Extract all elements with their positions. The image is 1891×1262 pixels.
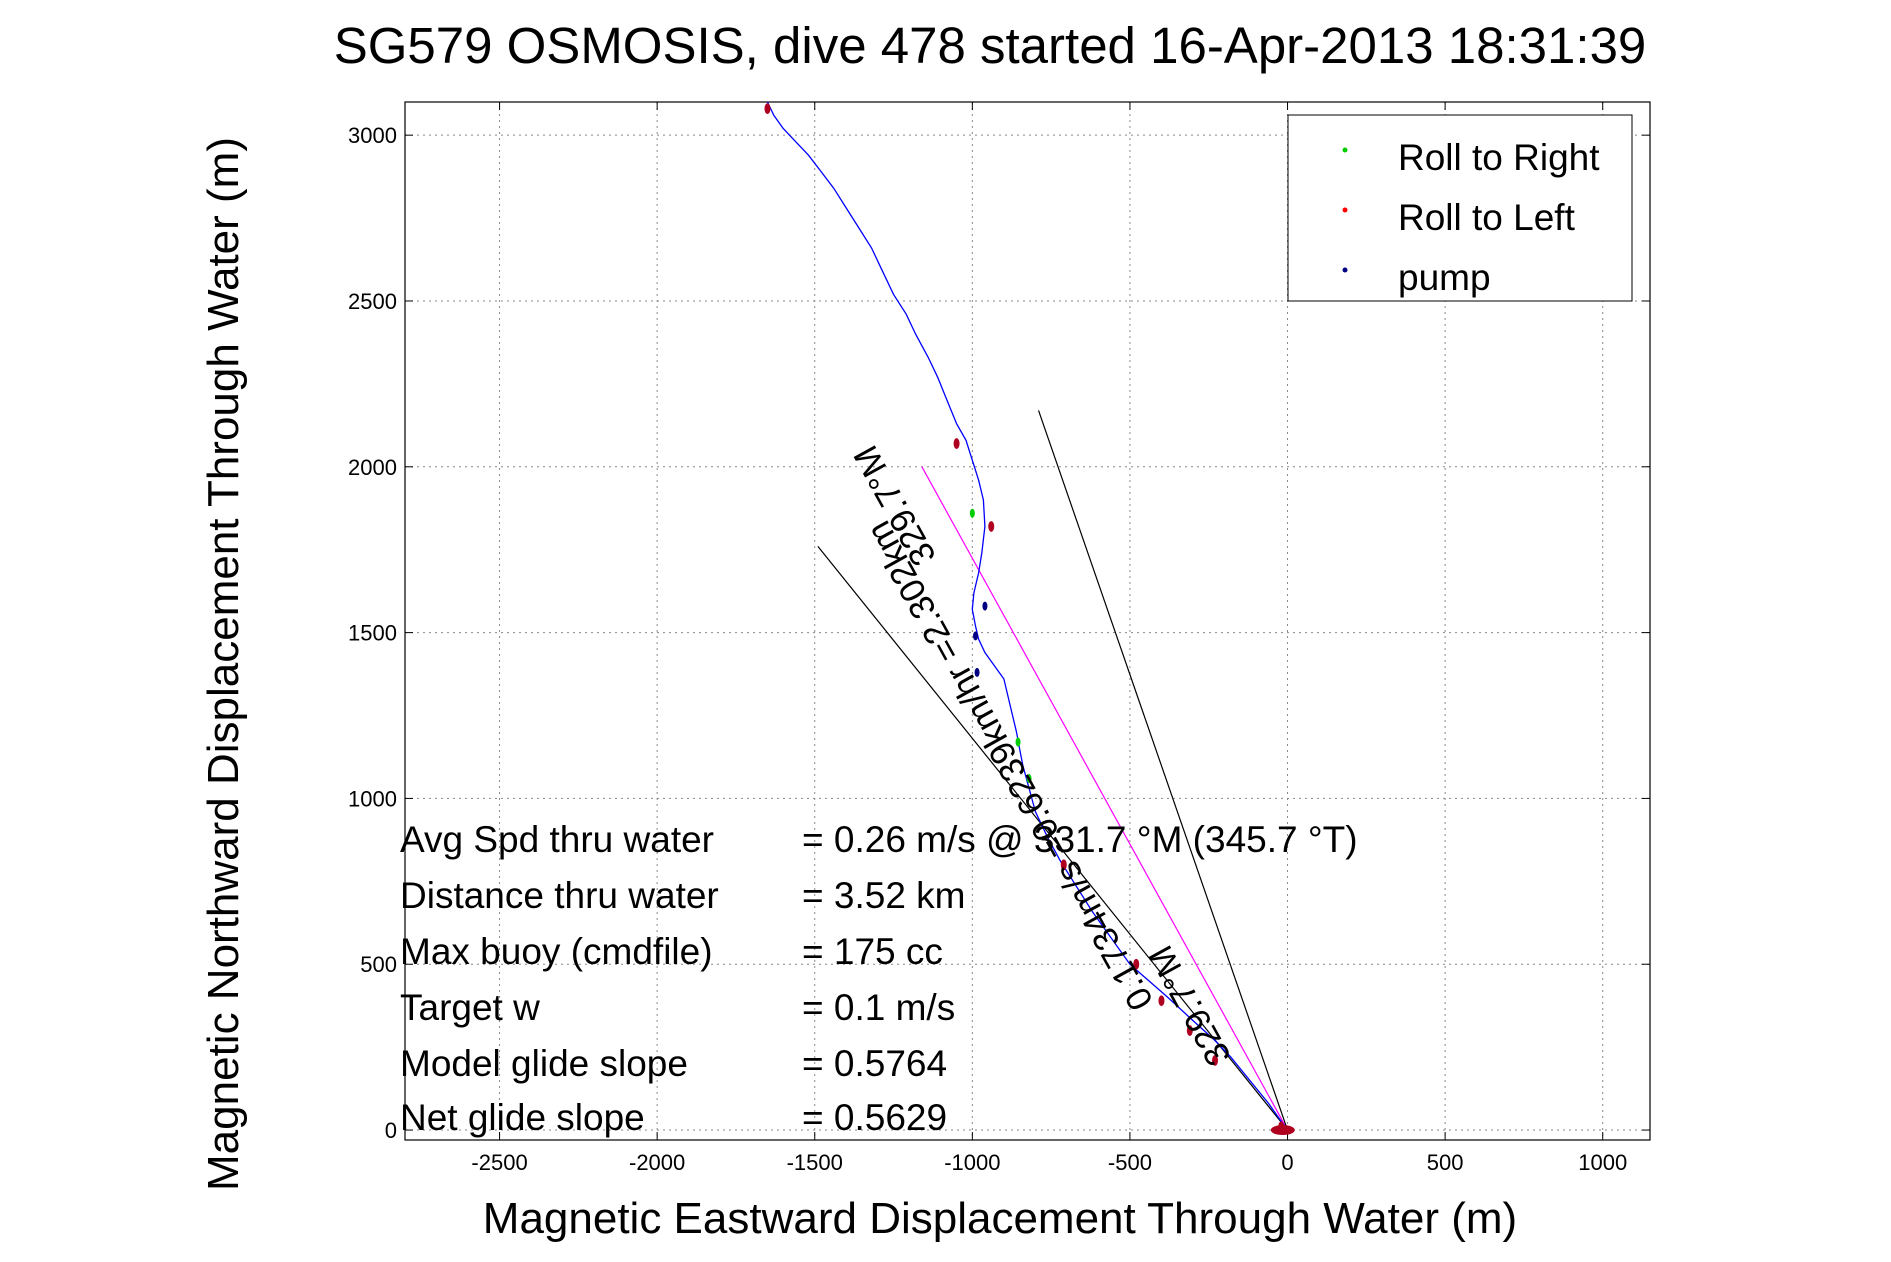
stat-label-max-buoy: Max buoy (cmdfile) — [400, 931, 713, 972]
y-axis-label: Magnetic Northward Displacement Through … — [199, 137, 248, 1191]
roll-left-mark — [988, 521, 995, 532]
x-tick-label: 0 — [1281, 1150, 1293, 1175]
y-tick-label: 2000 — [348, 455, 397, 480]
roll-left-mark — [1158, 995, 1165, 1007]
stat-label-avg-speed: Avg Spd thru water — [400, 819, 714, 860]
pump-mark — [974, 667, 980, 677]
x-tick-label: -1000 — [944, 1150, 1000, 1175]
stat-label-target-w: Target w — [400, 987, 540, 1028]
x-tick-label: -2000 — [629, 1150, 685, 1175]
direction-lines — [817, 410, 1289, 1131]
direction-line-cone-right — [1037, 410, 1289, 1131]
legend: Roll to Right Roll to Left pump — [1287, 114, 1633, 302]
legend-label-pump: pump — [1398, 257, 1491, 298]
legend-marker-roll-left — [1342, 207, 1348, 213]
pump-mark — [982, 601, 988, 611]
stat-value-max-buoy: = 175 cc — [802, 931, 943, 972]
stat-value-model-glide: = 0.5764 — [802, 1043, 947, 1084]
y-tick-label: 3000 — [348, 123, 397, 148]
plot-frame — [404, 101, 1651, 1141]
x-axis-label: Magnetic Eastward Displacement Through W… — [483, 1194, 1517, 1243]
chart-title: SG579 OSMOSIS, dive 478 started 16-Apr-2… — [334, 17, 1647, 74]
roll-right-mark — [1026, 774, 1032, 784]
pump-mark — [972, 631, 978, 641]
roll-left-mark — [1212, 1055, 1219, 1066]
y-tick-label: 1000 — [348, 786, 397, 811]
roll-right-mark — [1015, 737, 1021, 747]
direction-line-heading — [921, 466, 1289, 1131]
axes — [404, 101, 1651, 1141]
x-tick-label: -2500 — [471, 1150, 527, 1175]
roll-left-mark — [1133, 958, 1140, 970]
stat-value-net-glide: = 0.5629 — [802, 1097, 947, 1138]
stat-value-distance: = 3.52 km — [802, 875, 966, 916]
legend-marker-roll-right — [1342, 147, 1348, 153]
gridlines — [405, 102, 1650, 1140]
y-tick-label: 500 — [360, 952, 397, 977]
y-tick-label: 0 — [385, 1118, 397, 1143]
x-tick-label: -500 — [1108, 1150, 1152, 1175]
legend-label-roll-right: Roll to Right — [1398, 137, 1600, 178]
roll-left-mark — [953, 438, 960, 449]
x-tick-label: 1000 — [1578, 1150, 1627, 1175]
legend-label-roll-left: Roll to Left — [1398, 197, 1576, 238]
stats-block: Avg Spd thru water = 0.26 m/s @ 331.7 °M… — [400, 819, 1358, 1138]
roll-left-mark — [764, 103, 771, 115]
tick-labels: -2500 -2000 -1500 -1000 -500 0 500 1000 0 500 1000… — [348, 123, 1627, 1175]
roll-left-mark — [1186, 1025, 1193, 1036]
x-tick-label: 500 — [1427, 1150, 1464, 1175]
direction-line-cone-left — [817, 546, 1288, 1131]
roll-and-pump-marks — [764, 103, 1295, 1136]
track-line — [766, 101, 1289, 1131]
roll-right-mark — [969, 508, 975, 518]
track-layer — [766, 101, 1289, 1131]
stat-value-avg-speed: = 0.26 m/s @ 331.7 °M (345.7 °T) — [802, 819, 1358, 860]
y-tick-label: 1500 — [348, 621, 397, 646]
y-tick-label: 2500 — [348, 289, 397, 314]
stat-label-model-glide: Model glide slope — [400, 1043, 688, 1084]
stat-label-net-glide: Net glide slope — [400, 1097, 645, 1138]
stat-value-target-w: = 0.1 m/s — [802, 987, 955, 1028]
roll-left-mark — [1060, 859, 1067, 871]
x-tick-label: -1500 — [787, 1150, 843, 1175]
origin-mark — [1270, 1125, 1295, 1136]
stat-label-distance: Distance thru water — [400, 875, 719, 916]
legend-marker-pump — [1342, 267, 1348, 273]
